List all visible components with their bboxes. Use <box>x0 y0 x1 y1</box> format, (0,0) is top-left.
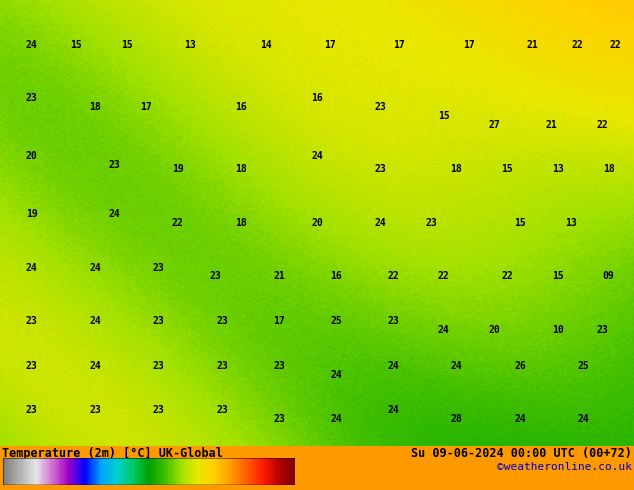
Text: 19: 19 <box>26 209 37 219</box>
Text: 23: 23 <box>597 325 608 335</box>
Text: 24: 24 <box>578 414 589 424</box>
Text: 24: 24 <box>330 369 342 380</box>
Text: 15: 15 <box>70 40 82 49</box>
Text: 24: 24 <box>438 325 450 335</box>
Text: 13: 13 <box>184 40 196 49</box>
Text: 24: 24 <box>89 316 101 326</box>
Text: 18: 18 <box>451 165 462 174</box>
Text: 23: 23 <box>26 405 37 415</box>
Text: 28: 28 <box>451 414 462 424</box>
Text: 24: 24 <box>108 209 120 219</box>
Text: 25: 25 <box>330 316 342 326</box>
Text: 24: 24 <box>89 361 101 370</box>
Text: 21: 21 <box>546 120 557 130</box>
Text: 17: 17 <box>140 102 152 112</box>
Text: 23: 23 <box>153 405 164 415</box>
Text: 23: 23 <box>26 361 37 370</box>
Text: 23: 23 <box>89 405 101 415</box>
Text: 24: 24 <box>330 414 342 424</box>
Text: 20: 20 <box>26 151 37 161</box>
Text: 19: 19 <box>172 165 183 174</box>
Text: 15: 15 <box>501 165 513 174</box>
Text: 09: 09 <box>603 271 614 281</box>
Text: 23: 23 <box>375 102 386 112</box>
Text: 25: 25 <box>578 361 589 370</box>
Text: 23: 23 <box>26 316 37 326</box>
Text: 23: 23 <box>216 361 228 370</box>
Text: 24: 24 <box>387 361 399 370</box>
Text: 13: 13 <box>552 165 564 174</box>
Text: 24: 24 <box>375 218 386 228</box>
Text: 23: 23 <box>375 165 386 174</box>
Text: 23: 23 <box>273 414 285 424</box>
Text: 24: 24 <box>26 40 37 49</box>
Text: 15: 15 <box>438 111 450 121</box>
Text: 23: 23 <box>153 263 164 272</box>
Text: 10: 10 <box>552 325 564 335</box>
Text: 15: 15 <box>514 218 526 228</box>
Text: 22: 22 <box>597 120 608 130</box>
Text: 18: 18 <box>235 165 247 174</box>
Text: 23: 23 <box>108 160 120 170</box>
Text: 16: 16 <box>330 271 342 281</box>
Text: 17: 17 <box>324 40 335 49</box>
Text: 15: 15 <box>552 271 564 281</box>
Text: 23: 23 <box>425 218 437 228</box>
Text: Su 09-06-2024 00:00 UTC (00+72): Su 09-06-2024 00:00 UTC (00+72) <box>411 447 632 461</box>
Text: 27: 27 <box>489 120 500 130</box>
Text: 16: 16 <box>311 93 323 103</box>
Text: 24: 24 <box>451 361 462 370</box>
Text: 24: 24 <box>387 405 399 415</box>
Text: 22: 22 <box>501 271 513 281</box>
Text: Temperature (2m) [°C] UK-Global: Temperature (2m) [°C] UK-Global <box>2 447 223 461</box>
Text: 23: 23 <box>153 361 164 370</box>
Text: 24: 24 <box>89 263 101 272</box>
Text: 23: 23 <box>153 316 164 326</box>
Text: 15: 15 <box>121 40 133 49</box>
Text: 17: 17 <box>394 40 405 49</box>
Text: 22: 22 <box>387 271 399 281</box>
Text: 21: 21 <box>273 271 285 281</box>
Text: 22: 22 <box>438 271 450 281</box>
Text: 22: 22 <box>571 40 583 49</box>
Text: 23: 23 <box>387 316 399 326</box>
Text: 20: 20 <box>311 218 323 228</box>
Text: 14: 14 <box>261 40 272 49</box>
Text: ©weatheronline.co.uk: ©weatheronline.co.uk <box>497 462 632 472</box>
Text: 24: 24 <box>311 151 323 161</box>
Text: 18: 18 <box>235 218 247 228</box>
Text: 24: 24 <box>514 414 526 424</box>
Text: 23: 23 <box>26 93 37 103</box>
Text: 23: 23 <box>210 271 221 281</box>
Text: 23: 23 <box>273 361 285 370</box>
Text: 21: 21 <box>527 40 538 49</box>
Text: 22: 22 <box>172 218 183 228</box>
Text: 17: 17 <box>273 316 285 326</box>
Text: 13: 13 <box>565 218 576 228</box>
Text: 17: 17 <box>463 40 475 49</box>
Text: 18: 18 <box>89 102 101 112</box>
Text: 26: 26 <box>514 361 526 370</box>
Text: 22: 22 <box>609 40 621 49</box>
Text: 20: 20 <box>489 325 500 335</box>
Text: 23: 23 <box>216 316 228 326</box>
Text: 23: 23 <box>216 405 228 415</box>
Text: 16: 16 <box>235 102 247 112</box>
Text: 24: 24 <box>26 263 37 272</box>
Text: 18: 18 <box>603 165 614 174</box>
